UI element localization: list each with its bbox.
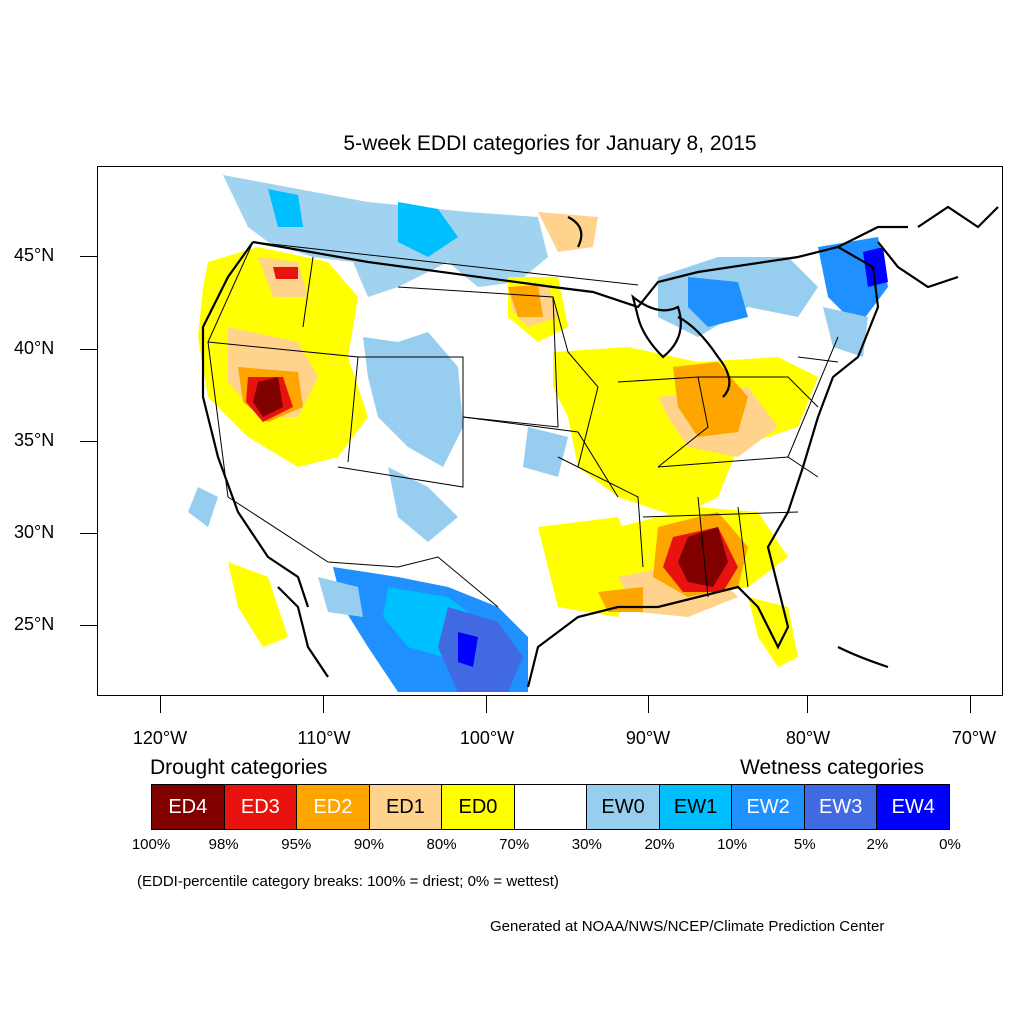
percentile-label: 2% bbox=[866, 836, 889, 853]
percentile-label: 100% bbox=[131, 836, 171, 853]
lon-tick bbox=[807, 696, 808, 713]
state-borders bbox=[207, 241, 839, 608]
lon-label-100: 100°W bbox=[459, 728, 515, 748]
percentile-label: 98% bbox=[208, 836, 239, 853]
lat-label-45: 45°N bbox=[14, 245, 55, 265]
eddi-category-fills bbox=[188, 175, 888, 692]
legend-cell-ed0: ED0 bbox=[442, 785, 515, 829]
lat-label-35: 35°N bbox=[14, 430, 55, 450]
lon-tick bbox=[160, 696, 161, 713]
percentile-label: 20% bbox=[644, 836, 675, 853]
legend-cell-ed1: ED1 bbox=[369, 785, 443, 829]
lat-tick bbox=[80, 625, 97, 626]
lon-label-120: 120°W bbox=[132, 728, 188, 748]
legend-cell-ed3: ED3 bbox=[224, 785, 298, 829]
lon-label-70: 70°W bbox=[951, 728, 997, 748]
lon-tick bbox=[486, 696, 487, 713]
lon-label-90: 90°W bbox=[625, 728, 671, 748]
drought-heading: Drought categories bbox=[150, 756, 328, 779]
credit-line: Generated at NOAA/NWS/NCEP/Climate Predi… bbox=[490, 918, 885, 935]
eddi-map bbox=[97, 166, 1003, 696]
percentile-label: 90% bbox=[353, 836, 384, 853]
canada-border-lines bbox=[252, 241, 639, 286]
legend-cell-ew4: EW4 bbox=[877, 785, 950, 829]
lat-tick bbox=[80, 533, 97, 534]
map-title: 5-week EDDI categories for January 8, 20… bbox=[343, 132, 757, 155]
legend-cell-ew1: EW1 bbox=[659, 785, 733, 829]
percentile-label: 10% bbox=[717, 836, 748, 853]
lat-label-40: 40°N bbox=[14, 338, 55, 358]
percentile-label: 5% bbox=[793, 836, 816, 853]
legend-cell-ed2: ED2 bbox=[297, 785, 370, 829]
percentile-label: 95% bbox=[281, 836, 312, 853]
lat-tick bbox=[80, 349, 97, 350]
percentile-label: 0% bbox=[939, 836, 961, 853]
legend-cell-ed4: ED4 bbox=[152, 785, 225, 829]
percentile-label: 70% bbox=[499, 836, 530, 853]
legend-cell-ew3: EW3 bbox=[804, 785, 878, 829]
lon-tick bbox=[323, 696, 324, 713]
lat-label-30: 30°N bbox=[14, 522, 55, 542]
map-canvas bbox=[188, 175, 999, 692]
percentile-label: 30% bbox=[571, 836, 602, 853]
category-note: (EDDI-percentile category breaks: 100% =… bbox=[137, 873, 559, 890]
legend-cell-ew2: EW2 bbox=[732, 785, 805, 829]
lat-label-25: 25°N bbox=[14, 614, 55, 634]
legend-cell-ew0: EW0 bbox=[587, 785, 660, 829]
lon-tick bbox=[970, 696, 971, 713]
lon-label-110: 110°W bbox=[297, 728, 351, 748]
legend-cell-neutral bbox=[514, 785, 588, 829]
category-legend: ED4 ED3 ED2 ED1 ED0 EW0 EW1 EW2 EW3 EW4 bbox=[151, 784, 950, 830]
coastlines bbox=[201, 205, 999, 688]
lon-tick bbox=[648, 696, 649, 713]
lon-label-80: 80°W bbox=[785, 728, 831, 748]
lat-tick bbox=[80, 441, 97, 442]
wetness-heading: Wetness categories bbox=[740, 756, 925, 779]
lat-tick bbox=[80, 256, 97, 257]
percentile-label: 80% bbox=[426, 836, 457, 853]
